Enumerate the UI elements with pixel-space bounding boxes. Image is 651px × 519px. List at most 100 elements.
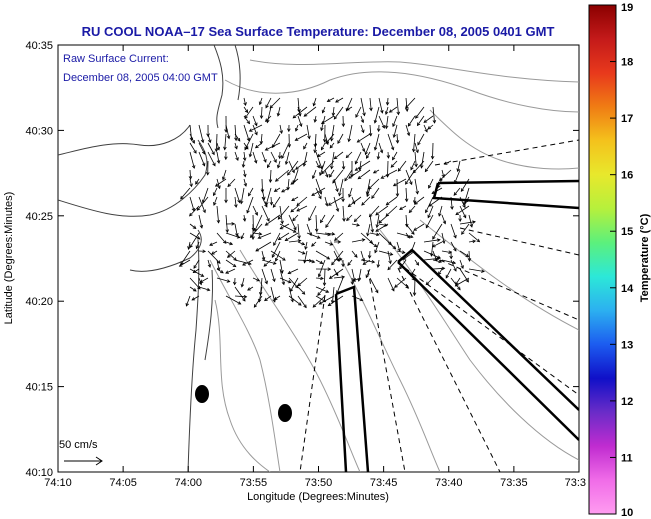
current-vector-head bbox=[404, 198, 409, 203]
current-vector-head bbox=[280, 269, 284, 274]
current-vector bbox=[317, 151, 326, 157]
current-vector-head bbox=[326, 98, 331, 102]
current-vector bbox=[392, 151, 398, 160]
current-vector-head bbox=[361, 129, 365, 134]
current-vector bbox=[387, 160, 389, 177]
current-vector-head bbox=[405, 223, 409, 228]
current-vector bbox=[288, 277, 299, 288]
colorbar-tick-label: 13 bbox=[621, 339, 633, 351]
current-vector-head bbox=[465, 253, 470, 257]
current-vector bbox=[243, 178, 247, 187]
current-vector bbox=[324, 196, 328, 206]
current-vector bbox=[327, 97, 335, 102]
current-vector bbox=[396, 178, 398, 197]
current-vector-head bbox=[231, 222, 236, 226]
x-tick-label: 73:45 bbox=[370, 477, 398, 489]
current-vector bbox=[246, 196, 254, 213]
current-vector-head bbox=[347, 203, 352, 208]
current-vector-head bbox=[245, 145, 249, 150]
current-vector-head bbox=[360, 119, 365, 124]
current-vector bbox=[425, 277, 434, 285]
current-vector bbox=[216, 178, 221, 189]
current-vector-head bbox=[375, 224, 380, 229]
current-vector-head bbox=[373, 119, 378, 124]
current-vector-head bbox=[420, 164, 424, 169]
current-vector bbox=[360, 124, 364, 133]
current-vector-head bbox=[392, 182, 397, 187]
x-tick-label: 74:05 bbox=[109, 477, 137, 489]
current-vector-head bbox=[290, 208, 295, 213]
current-vector bbox=[441, 250, 452, 253]
current-vector-head bbox=[266, 164, 271, 169]
current-vector-head bbox=[317, 292, 321, 296]
current-vector-head bbox=[303, 145, 307, 150]
current-vector-head bbox=[272, 261, 277, 265]
current-vector bbox=[361, 196, 371, 206]
current-vector bbox=[272, 196, 281, 208]
current-vector-head bbox=[291, 197, 295, 202]
current-vector-head bbox=[284, 237, 289, 242]
current-vector bbox=[413, 223, 425, 231]
current-vector-head bbox=[188, 176, 193, 180]
current-vector bbox=[297, 223, 300, 239]
current-vector-head bbox=[316, 164, 320, 169]
current-vector bbox=[374, 106, 380, 124]
current-vector-head bbox=[316, 235, 321, 239]
y-axis-label: Latitude (Degrees:Minutes) bbox=[3, 192, 15, 325]
current-vector bbox=[189, 169, 191, 179]
current-vector-head bbox=[361, 258, 366, 263]
current-vector bbox=[240, 187, 245, 204]
current-vector-head bbox=[330, 165, 334, 170]
current-vector-head bbox=[431, 244, 436, 248]
current-vector-head bbox=[389, 252, 394, 256]
current-vector-head bbox=[265, 118, 269, 123]
current-vector-head bbox=[189, 212, 193, 217]
current-vector bbox=[324, 232, 335, 235]
current-vector-head bbox=[320, 219, 324, 224]
current-vector bbox=[193, 268, 200, 273]
current-vector-head bbox=[239, 200, 244, 205]
current-vector bbox=[285, 232, 299, 241]
current-vector-head bbox=[192, 288, 197, 292]
current-vector bbox=[261, 250, 265, 260]
current-vector-head bbox=[341, 263, 345, 268]
current-vector bbox=[200, 277, 209, 283]
current-vector-head bbox=[240, 235, 244, 240]
current-vector-head bbox=[222, 240, 227, 244]
current-vector-head bbox=[311, 175, 316, 180]
current-vector-head bbox=[294, 137, 299, 141]
current-vector-head bbox=[254, 131, 258, 136]
current-vector-head bbox=[329, 173, 333, 178]
current-vector-head bbox=[322, 139, 327, 143]
current-vector bbox=[346, 214, 353, 221]
current-vector bbox=[297, 106, 301, 117]
current-vector-head bbox=[254, 159, 258, 164]
current-vector-head bbox=[314, 228, 319, 233]
current-vector bbox=[288, 295, 302, 306]
current-vector-head bbox=[211, 251, 215, 255]
current-vector-head bbox=[211, 151, 215, 156]
current-vector bbox=[359, 160, 362, 170]
current-vector-head bbox=[361, 202, 365, 206]
current-vector-head bbox=[255, 248, 260, 252]
current-vector bbox=[297, 286, 305, 295]
current-vector bbox=[459, 221, 476, 225]
current-vector-head bbox=[226, 279, 231, 283]
current-vector bbox=[275, 250, 281, 262]
current-vector bbox=[423, 124, 428, 133]
current-vector bbox=[385, 205, 398, 217]
current-vector bbox=[441, 232, 445, 244]
current-vector bbox=[260, 133, 263, 144]
current-vector bbox=[189, 277, 201, 290]
current-vector-head bbox=[396, 111, 401, 116]
current-vector bbox=[213, 187, 218, 196]
current-vector bbox=[275, 169, 290, 182]
current-vector-head bbox=[206, 287, 211, 292]
current-vector bbox=[252, 151, 257, 164]
current-vector bbox=[351, 250, 358, 258]
current-vector bbox=[348, 124, 353, 142]
current-vector bbox=[265, 214, 281, 226]
current-vector bbox=[432, 241, 443, 248]
current-vector bbox=[352, 277, 362, 282]
current-vector bbox=[249, 142, 254, 157]
